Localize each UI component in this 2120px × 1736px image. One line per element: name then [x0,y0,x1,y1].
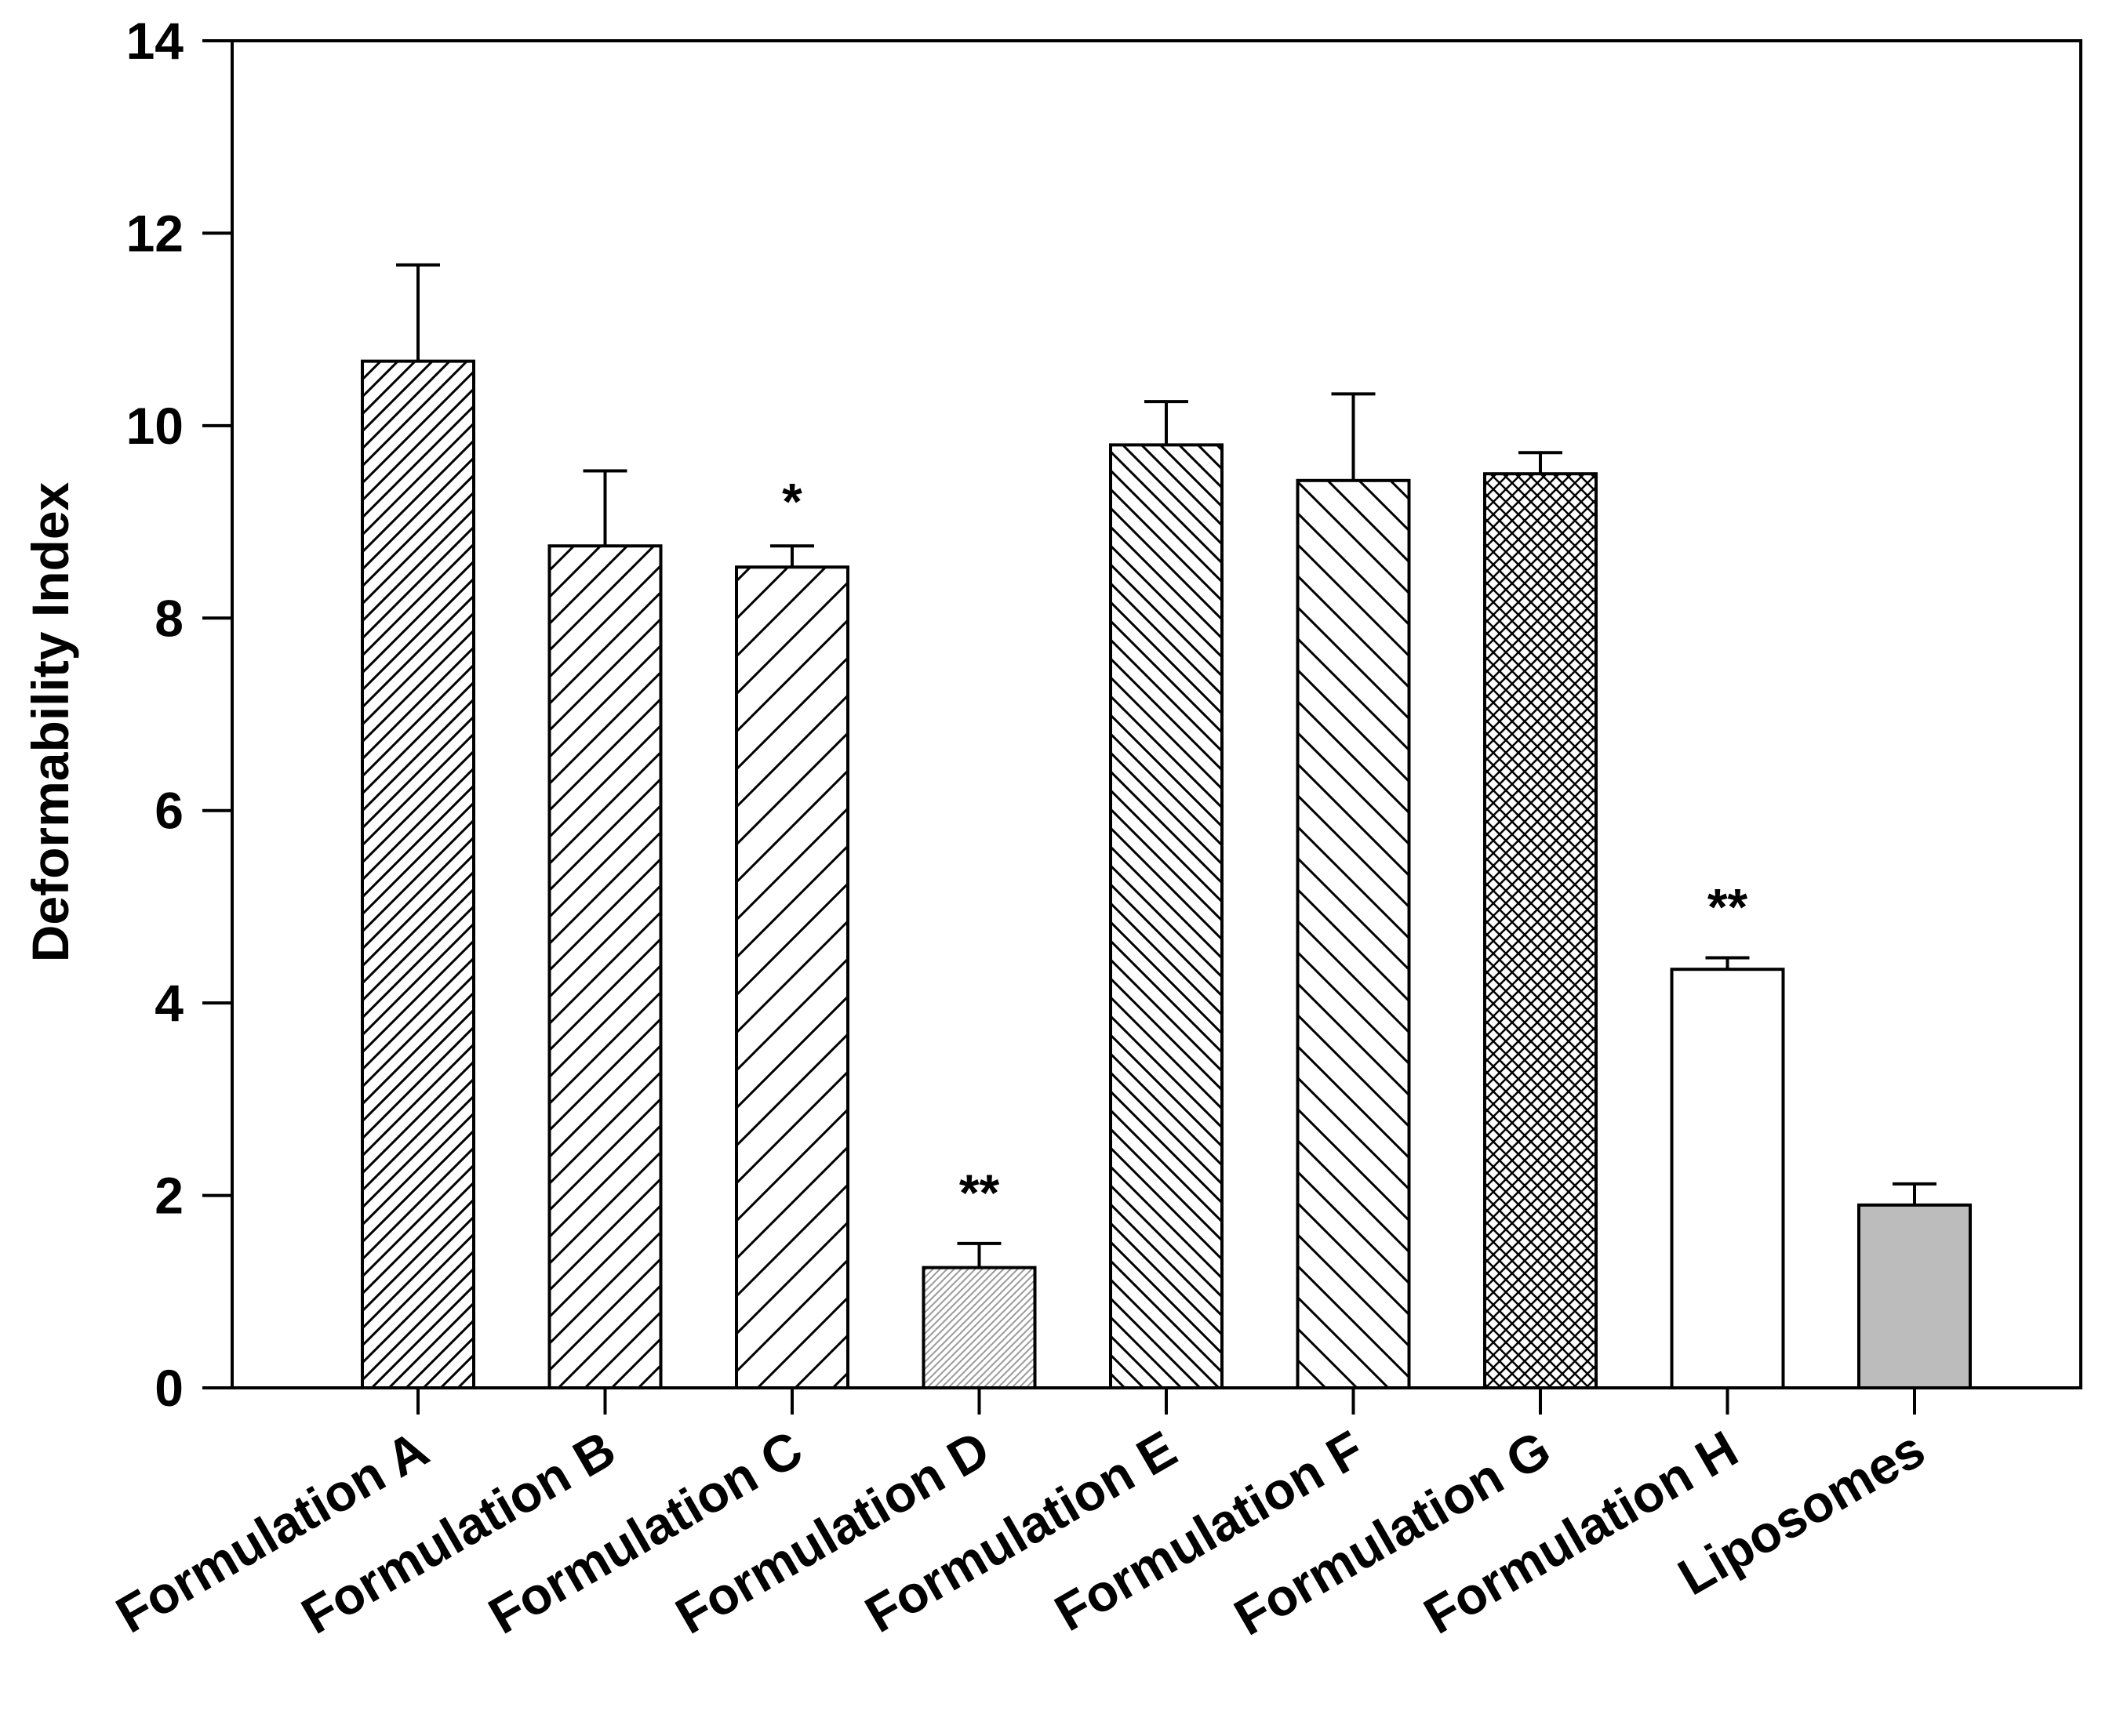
significance-marker: ** [959,1164,1000,1222]
x-category-label: Formulation F [1045,1419,1373,1642]
bar [735,565,849,1389]
bar [1857,1203,1972,1390]
y-tick-label: 10 [126,397,184,455]
bar [1296,478,1411,1389]
y-tick-label: 14 [126,12,184,70]
bar [1109,443,1224,1389]
bar [922,1266,1037,1390]
x-category-label: Formulation D [666,1419,998,1645]
y-tick-label: 0 [155,1359,184,1417]
y-tick-label: 6 [155,782,184,840]
y-tick-label: 12 [126,204,184,262]
x-category-label: Formulation G [1224,1419,1560,1647]
x-category-label: Formulation A [107,1419,438,1644]
significance-marker: ** [1707,877,1748,935]
plot-frame [231,39,2082,1389]
y-axis-title: Deformability Index [21,481,79,962]
significance-marker: * [782,472,802,530]
x-category-label: Formulation H [1414,1419,1747,1645]
y-tick-label: 2 [155,1167,184,1225]
bar [361,359,475,1390]
y-tick-label: 4 [155,974,184,1032]
bar [1483,472,1598,1390]
y-tick-label: 8 [155,589,184,647]
bar [1670,968,1785,1389]
x-category-label: Formulation C [479,1419,812,1645]
x-category-label: Formulation E [856,1419,1186,1643]
bar [547,544,663,1389]
x-category-label: Formulation B [292,1419,624,1645]
